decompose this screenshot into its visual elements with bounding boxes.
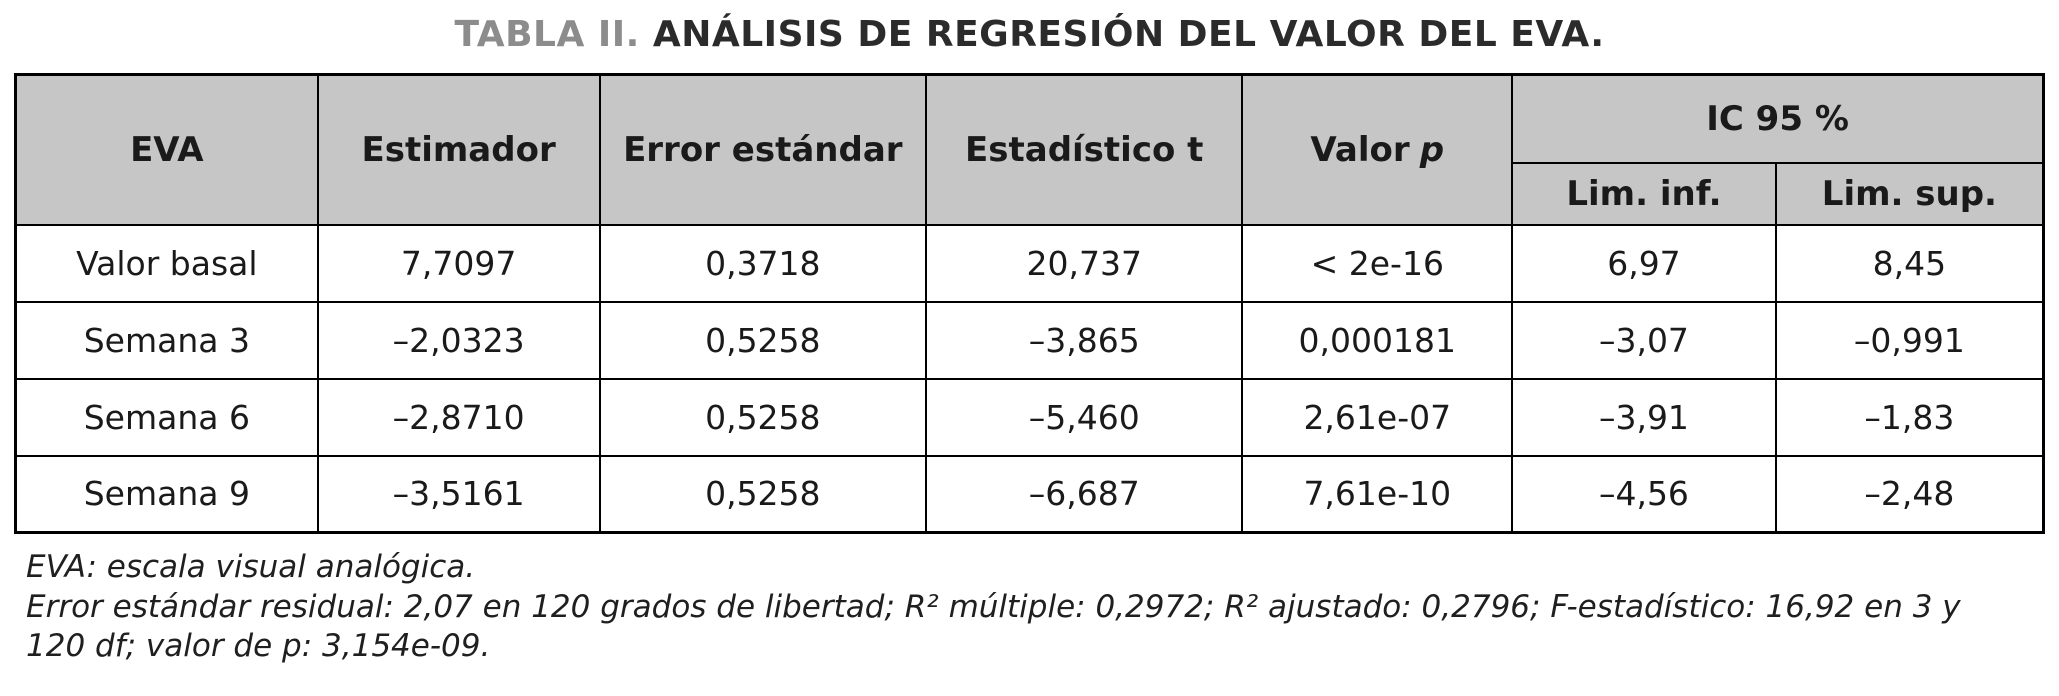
- cell-estadistico-t: 20,737: [925, 223, 1244, 303]
- cell-error-estandar: 0,5258: [598, 377, 928, 457]
- cell-lim-sup: –2,48: [1774, 454, 2045, 534]
- cell-lim-sup: 8,45: [1774, 223, 2045, 303]
- table-row-semana-9: Semana 9 –3,5161 0,5258 –6,687 7,61e-10 …: [14, 454, 2045, 534]
- cell-estimador: –3,5161: [316, 454, 601, 534]
- col-header-lim-inf: Lim. inf.: [1511, 161, 1777, 226]
- cell-estadistico-t: –6,687: [925, 454, 1244, 534]
- cell-error-estandar: 0,5258: [598, 300, 928, 380]
- col-header-valor-p: Valor p: [1241, 73, 1514, 226]
- col-header-eva: EVA: [14, 73, 319, 226]
- cell-lim-inf: –4,56: [1511, 454, 1777, 534]
- cell-error-estandar: 0,3718: [598, 223, 928, 303]
- table-row-semana-6: Semana 6 –2,8710 0,5258 –5,460 2,61e-07 …: [14, 377, 2045, 457]
- col-header-ic95: IC 95 %: [1511, 73, 2045, 164]
- col-header-lim-sup: Lim. sup.: [1774, 161, 2045, 226]
- cell-valor-p: 0,000181: [1241, 300, 1514, 380]
- row-label: Valor basal: [14, 223, 319, 303]
- cell-valor-p: 2,61e-07: [1241, 377, 1514, 457]
- cell-estadistico-t: –5,460: [925, 377, 1244, 457]
- col-header-estadistico-t: Estadístico t: [925, 73, 1244, 226]
- row-label: Semana 9: [14, 454, 319, 534]
- table-row-valor-basal: Valor basal 7,7097 0,3718 20,737 < 2e-16…: [14, 223, 2045, 303]
- cell-estimador: –2,8710: [316, 377, 601, 457]
- cell-estimador: 7,7097: [316, 223, 601, 303]
- row-label: Semana 6: [14, 377, 319, 457]
- cell-lim-inf: –3,91: [1511, 377, 1777, 457]
- footnote-statistics: Error estándar residual: 2,07 en 120 gra…: [26, 588, 1961, 665]
- cell-valor-p: 7,61e-10: [1241, 454, 1514, 534]
- footnote-abbreviation: EVA: escala visual analógica.: [26, 549, 476, 585]
- cell-lim-inf: –3,07: [1511, 300, 1777, 380]
- cell-lim-sup: –0,991: [1774, 300, 2045, 380]
- table-title-text: ANÁLISIS DE REGRESIÓN DEL VALOR DEL EVA.: [639, 14, 1605, 55]
- cell-estimador: –2,0323: [316, 300, 601, 380]
- p-label: p: [1419, 129, 1445, 170]
- cell-estadistico-t: –3,865: [925, 300, 1244, 380]
- cell-error-estandar: 0,5258: [598, 454, 928, 534]
- table-title: TABLA II. ANÁLISIS DE REGRESIÓN DEL VALO…: [14, 14, 2045, 55]
- col-header-estimador: Estimador: [316, 73, 601, 226]
- cell-valor-p: < 2e-16: [1241, 223, 1514, 303]
- footnotes: EVA: escala visual analógica. Error está…: [14, 548, 2024, 667]
- regression-table: EVA Estimador Error estándar Estadístico…: [14, 73, 2045, 534]
- col-header-error-estandar: Error estándar: [598, 73, 928, 226]
- cell-lim-inf: 6,97: [1511, 223, 1777, 303]
- row-label: Semana 3: [14, 300, 319, 380]
- table-row-semana-3: Semana 3 –2,0323 0,5258 –3,865 0,000181 …: [14, 300, 2045, 380]
- valor-label: Valor: [1310, 129, 1410, 170]
- cell-lim-sup: –1,83: [1774, 377, 2045, 457]
- table-title-label: TABLA II.: [454, 14, 640, 55]
